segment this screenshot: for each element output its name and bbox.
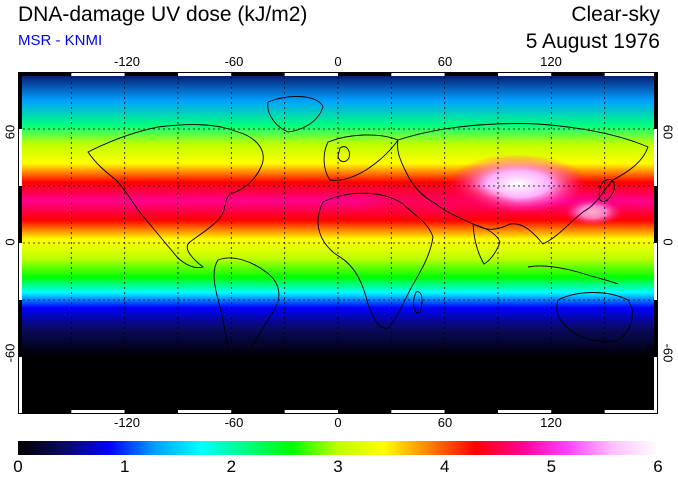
lat-tick-label: -60 bbox=[660, 343, 676, 363]
arabia-hotspot bbox=[358, 182, 518, 226]
frame-segment bbox=[551, 72, 605, 76]
frame-segment bbox=[444, 410, 498, 414]
frame-segment bbox=[18, 129, 22, 186]
frame-segment bbox=[497, 410, 552, 414]
coastline-uk bbox=[337, 146, 350, 163]
chart-title: DNA-damage UV dose (kJ/m2) bbox=[18, 3, 308, 26]
frame-segment bbox=[604, 72, 658, 76]
frame-segment bbox=[654, 72, 658, 129]
lon-tick-label: -120 bbox=[113, 54, 141, 69]
map-frame-border bbox=[18, 72, 658, 414]
frame-segment bbox=[124, 410, 178, 414]
frame-segment bbox=[391, 72, 445, 76]
frame-segment bbox=[231, 72, 285, 76]
frame-segment bbox=[444, 72, 498, 76]
frame-segment bbox=[18, 72, 72, 76]
lat-tick-label: 0 bbox=[660, 238, 676, 246]
frame-segment bbox=[284, 410, 338, 414]
lon-tick-label: 0 bbox=[334, 415, 342, 430]
frame-segment bbox=[177, 410, 232, 414]
lon-tick-label: -60 bbox=[224, 415, 244, 430]
frame-segment bbox=[654, 357, 658, 414]
colorbar-label: 1 bbox=[119, 457, 130, 476]
colorbar-label: 6 bbox=[653, 457, 663, 476]
lon-tick-label: 120 bbox=[540, 415, 562, 430]
colorbar-label: 2 bbox=[226, 457, 237, 476]
frame-segment bbox=[18, 357, 22, 414]
colorbar-label: 0 bbox=[13, 457, 23, 476]
coastline-indonesia bbox=[527, 265, 619, 285]
frame-segment bbox=[71, 410, 125, 414]
graticule bbox=[18, 72, 658, 414]
coastline-madagascar bbox=[413, 291, 423, 314]
coastline-australia bbox=[556, 292, 633, 342]
frame-segment bbox=[391, 410, 445, 414]
coastline-north-america bbox=[87, 124, 264, 269]
frame-segment bbox=[18, 186, 22, 243]
lat-tick-label: 0 bbox=[2, 238, 18, 246]
coastlines bbox=[87, 96, 654, 363]
lon-tick-label: -120 bbox=[113, 415, 141, 430]
frame-segment bbox=[654, 243, 658, 300]
frame-segment bbox=[18, 72, 22, 129]
lon-tick-label: 120 bbox=[540, 54, 562, 69]
colorbar bbox=[18, 441, 658, 455]
map-svg bbox=[18, 72, 658, 414]
frame-segment bbox=[654, 186, 658, 243]
frame-segment bbox=[337, 72, 392, 76]
colorbar-label: 5 bbox=[546, 457, 557, 476]
frame-segment bbox=[177, 72, 232, 76]
frame-segment bbox=[604, 410, 658, 414]
lat-tick-label: 60 bbox=[660, 124, 676, 140]
frame-segment bbox=[654, 300, 658, 357]
coastline-india bbox=[472, 223, 501, 265]
uv-dose-map bbox=[18, 72, 658, 414]
lon-tick-label: 0 bbox=[334, 54, 342, 69]
frame-segment bbox=[231, 410, 285, 414]
colorbar-label: 4 bbox=[439, 457, 450, 476]
frame-segment bbox=[18, 300, 22, 357]
colorbar-label: 3 bbox=[333, 457, 343, 476]
lat-tick-label: 60 bbox=[2, 124, 18, 140]
frame-segment bbox=[71, 72, 125, 76]
coastline-greenland bbox=[267, 96, 324, 133]
date-label: 5 August 1976 bbox=[525, 30, 660, 53]
frame-segment bbox=[124, 72, 178, 76]
coastline-japan bbox=[598, 179, 615, 202]
lat-tick-label: -60 bbox=[2, 343, 18, 363]
lon-tick-label: 60 bbox=[437, 415, 453, 430]
map-outline bbox=[18, 72, 658, 414]
lon-tick-label: 60 bbox=[437, 54, 453, 69]
frame-segment bbox=[551, 410, 605, 414]
coastline-asia bbox=[397, 123, 649, 245]
lon-tick-label: -60 bbox=[224, 54, 244, 69]
coastline-south-america bbox=[213, 257, 280, 362]
frame-segment bbox=[18, 243, 22, 300]
source-label: MSR - KNMI bbox=[18, 32, 103, 49]
frame-segment bbox=[654, 129, 658, 186]
sky-condition-label: Clear-sky bbox=[571, 3, 660, 26]
frame-segment bbox=[337, 410, 392, 414]
frame-segment bbox=[497, 72, 552, 76]
coastline-europe bbox=[323, 134, 399, 181]
frame-segment bbox=[284, 72, 338, 76]
frame-segment bbox=[18, 410, 72, 414]
pacific-hotspot bbox=[563, 198, 623, 226]
coastline-new-zealand bbox=[646, 345, 654, 363]
coastline-africa bbox=[317, 192, 434, 329]
